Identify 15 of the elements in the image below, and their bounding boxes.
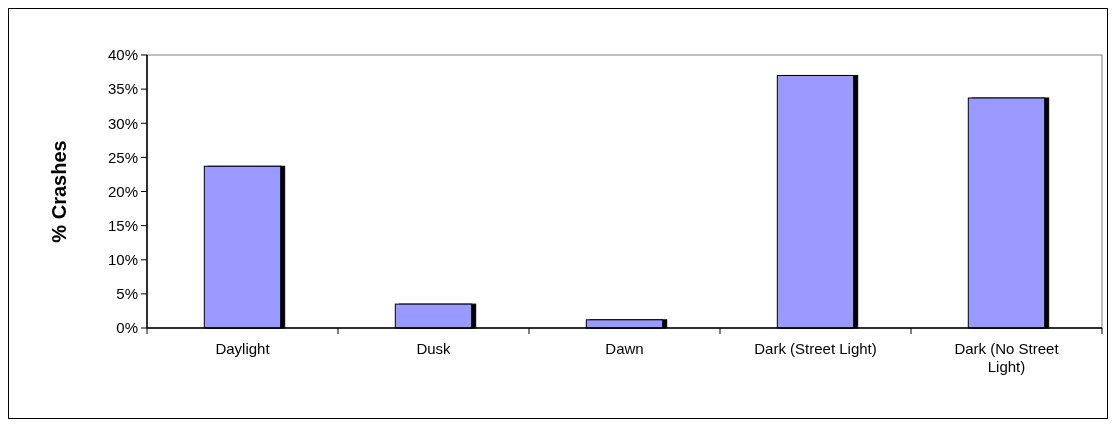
x-tick-label: Dawn [605,340,644,357]
x-tick-label: Dark (Street Light) [754,340,877,357]
y-tick-label: 5% [116,285,138,303]
y-tick-label: 40% [107,46,138,64]
y-tick-label: 30% [107,114,138,132]
y-tick-label: 35% [107,80,138,98]
y-axis-title: % Crashes [48,140,70,243]
x-tick-label: Dark (No Street Light) [954,340,1060,375]
y-tick-label: 10% [107,251,138,268]
y-tick-label: 0% [116,319,138,337]
y-tick-label: 15% [107,216,138,234]
x-tick-label: Dusk [416,340,452,357]
y-tick-label: 20% [107,182,138,200]
y-tick-label: 25% [107,148,138,166]
x-tick-label: Daylight [215,340,271,357]
